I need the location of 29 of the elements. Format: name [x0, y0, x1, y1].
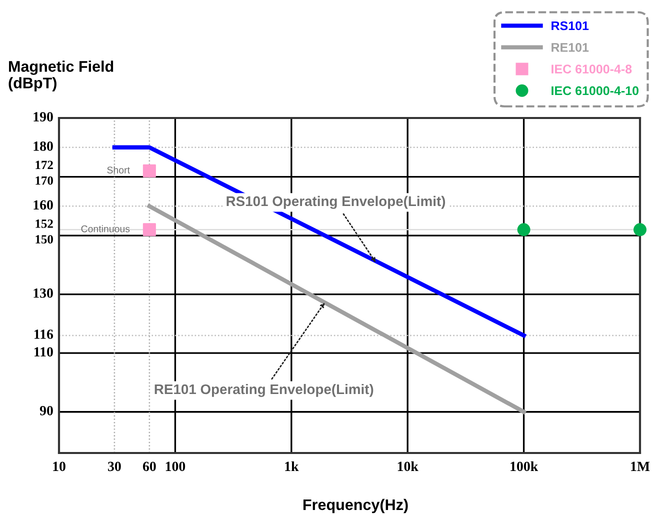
y-tick-label: 130 — [34, 288, 53, 298]
x-tick-label: 10 — [53, 462, 66, 472]
y-tick-label: 172 — [36, 160, 53, 170]
y-tick-label: 152 — [36, 220, 53, 228]
annotation: RE101 Operating Envelope(Limit) — [154, 384, 374, 397]
x-tick-label: 100k — [510, 461, 538, 472]
annotation: Continuous — [81, 225, 130, 232]
legend-label: IEC 61000-4-10 — [552, 86, 638, 96]
y-tick-label: 160 — [34, 200, 53, 210]
legend-label: RE101 — [552, 42, 589, 52]
y-axis-title: Magnetic Field (dBpT) — [8, 60, 114, 92]
annotation: Short — [107, 166, 130, 174]
x-tick-label: 100 — [166, 462, 186, 472]
x-tick-label: 60 — [142, 462, 156, 472]
y-tick-label: 190 — [34, 112, 53, 122]
x-axis-title: Frequency(Hz) — [303, 498, 408, 514]
y-tick-label: 150 — [36, 235, 53, 244]
y-tick-label: 180 — [34, 141, 53, 151]
y-tick-label: 116 — [34, 330, 54, 339]
x-tick-label: 10k — [398, 461, 418, 472]
legend-label: RS101 — [552, 21, 589, 30]
y-tick-label: 110 — [34, 347, 53, 357]
x-tick-label: 1k — [285, 461, 299, 471]
x-tick-label: 1M — [631, 462, 650, 471]
y-tick-label: 90 — [40, 406, 53, 416]
annotation: RS101 Operating Envelope(Limit) — [226, 196, 446, 209]
y-tick-label: 170 — [36, 176, 53, 185]
legend-label: IEC 61000-4-8 — [552, 64, 632, 74]
x-tick-label: 30 — [108, 462, 121, 472]
